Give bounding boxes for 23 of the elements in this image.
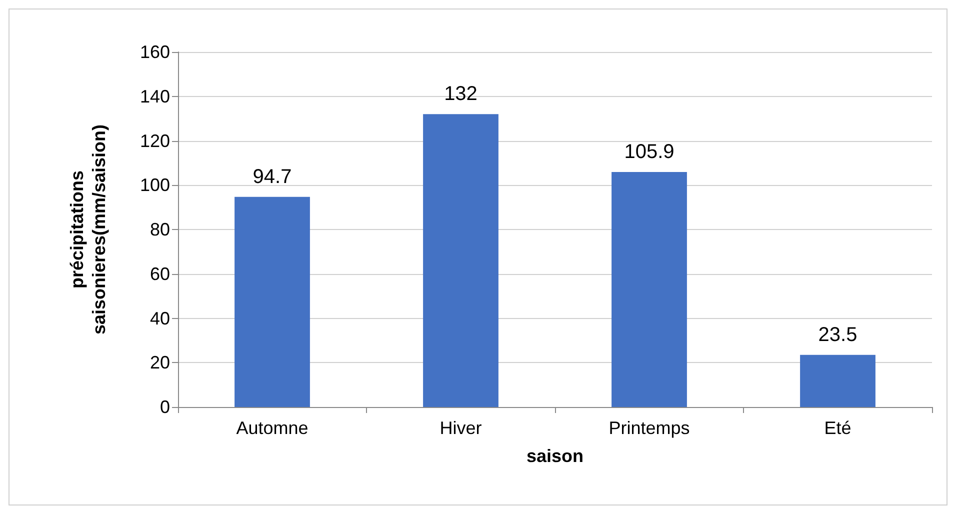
y-tick-label: 140 — [140, 86, 170, 106]
x-tick-label: Eté — [824, 418, 852, 438]
y-tick-label: 60 — [150, 264, 170, 284]
bar — [234, 196, 310, 407]
y-tick-label: 0 — [160, 397, 170, 417]
y-tick-label: 20 — [150, 352, 170, 373]
x-tick-label: Hiver — [440, 418, 482, 438]
y-axis-title: précipitations saisonieres(mm/saision) — [67, 124, 109, 335]
bar — [800, 354, 876, 407]
data-label: 94.7 — [252, 166, 292, 188]
data-label: 105.9 — [624, 141, 674, 164]
bar — [612, 172, 687, 407]
x-axis-title: saison — [526, 446, 584, 466]
bar — [423, 114, 498, 407]
y-tick-label: 100 — [140, 175, 170, 196]
data-label: 132 — [444, 83, 478, 106]
y-tick-label: 80 — [150, 220, 170, 240]
data-label: 23.5 — [818, 324, 858, 346]
y-tick-label: 40 — [150, 308, 170, 328]
x-tick-label: Printemps — [608, 418, 690, 438]
x-tick-label: Automne — [236, 418, 308, 438]
y-tick-label: 160 — [140, 42, 170, 62]
y-tick-label: 120 — [140, 130, 170, 151]
